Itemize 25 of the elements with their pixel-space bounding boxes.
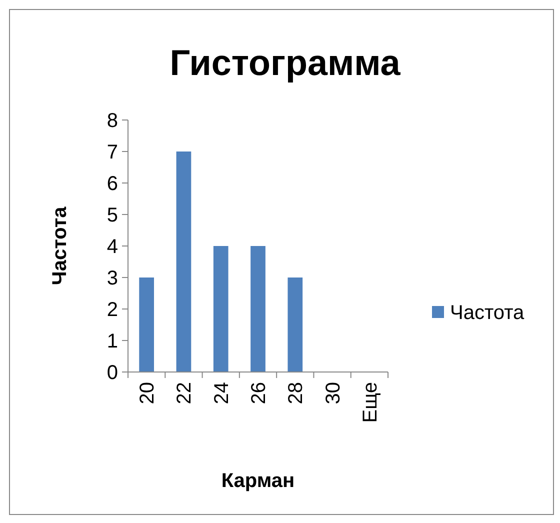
y-tick-label: 7 [106,142,118,164]
legend-label: Частота [450,302,526,324]
x-tick-label: 30 [322,382,344,404]
bar [139,278,154,372]
y-tick-label: 8 [106,110,118,132]
x-tick-label: 26 [248,382,270,404]
y-axis-title: Частота [49,206,71,286]
x-tick-label: 22 [174,382,196,404]
x-tick-label: 28 [285,382,308,404]
y-tick-label: 6 [106,173,118,195]
bar [213,246,228,372]
x-axis-title: Карман [221,470,295,492]
y-tick-label: 1 [106,330,118,352]
x-tick-label: Еще [359,382,382,423]
y-tick-label: 0 [106,362,118,384]
x-tick-label: 24 [210,382,233,404]
y-tick-label: 3 [106,268,118,290]
chart-title: Гистограмма [170,42,402,83]
x-tick-label: 20 [136,382,159,404]
y-tick-label: 5 [106,204,118,226]
bar [250,246,266,372]
y-tick-label: 4 [106,236,118,258]
bar [176,152,192,372]
bar [288,278,303,372]
y-tick-label: 2 [106,299,118,321]
